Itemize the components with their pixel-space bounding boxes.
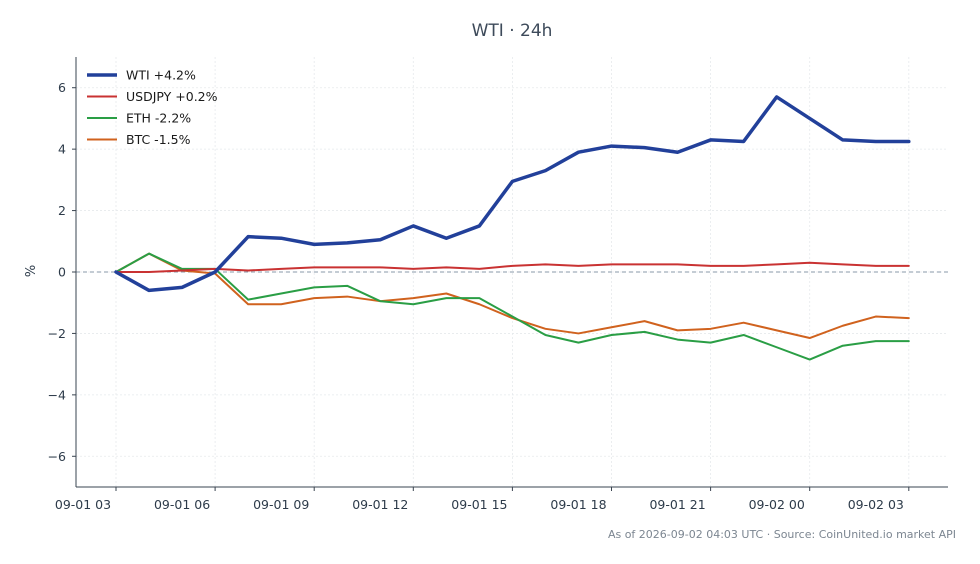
series-line-wti — [114, 95, 911, 293]
x-tick-label: 09-01 15 — [451, 497, 507, 512]
legend-label: WTI +4.2% — [126, 68, 196, 83]
y-tick-label: 4 — [58, 142, 66, 157]
y-tick-label: 2 — [58, 203, 66, 218]
legend: WTI +4.2% USDJPY +0.2% ETH -2.2% BTC -1.5% — [87, 68, 218, 147]
y-tick-label: −2 — [48, 326, 66, 341]
legend-label: USDJPY +0.2% — [126, 89, 218, 104]
legend-label: ETH -2.2% — [126, 111, 191, 126]
footer-source: As of 2026-09-02 04:03 UTC · Source: Coi… — [608, 528, 956, 541]
y-tick-label: −6 — [48, 449, 66, 464]
y-tick-label: −4 — [48, 387, 66, 402]
x-ticks: 09-01 03 09-01 06 09-01 09 09-01 12 09-01 15… — [55, 487, 910, 512]
y-ticks: −6 −4 −2 0 2 4 6 — [48, 80, 76, 464]
y-tick-label: 0 — [58, 265, 66, 280]
x-tick-label: 09-02 03 — [848, 497, 904, 512]
chart-title: WTI · 24h — [472, 21, 553, 41]
x-tick-label: 09-02 00 — [749, 497, 805, 512]
y-tick-label: 6 — [58, 80, 66, 95]
x-tick-label: 09-01 06 — [154, 497, 210, 512]
x-tick-label: 09-01 21 — [649, 497, 705, 512]
series-line-btc — [115, 252, 910, 340]
x-tick-label: 09-01 03 — [55, 497, 111, 512]
series-line-eth — [115, 252, 910, 361]
series-layer — [114, 95, 911, 361]
legend-label: BTC -1.5% — [126, 132, 191, 147]
x-tick-label: 09-01 18 — [550, 497, 606, 512]
y-axis-label: % — [24, 265, 39, 277]
series-line-usdjpy — [115, 261, 910, 273]
x-tick-label: 09-01 12 — [352, 497, 408, 512]
x-tick-label: 09-01 09 — [253, 497, 309, 512]
